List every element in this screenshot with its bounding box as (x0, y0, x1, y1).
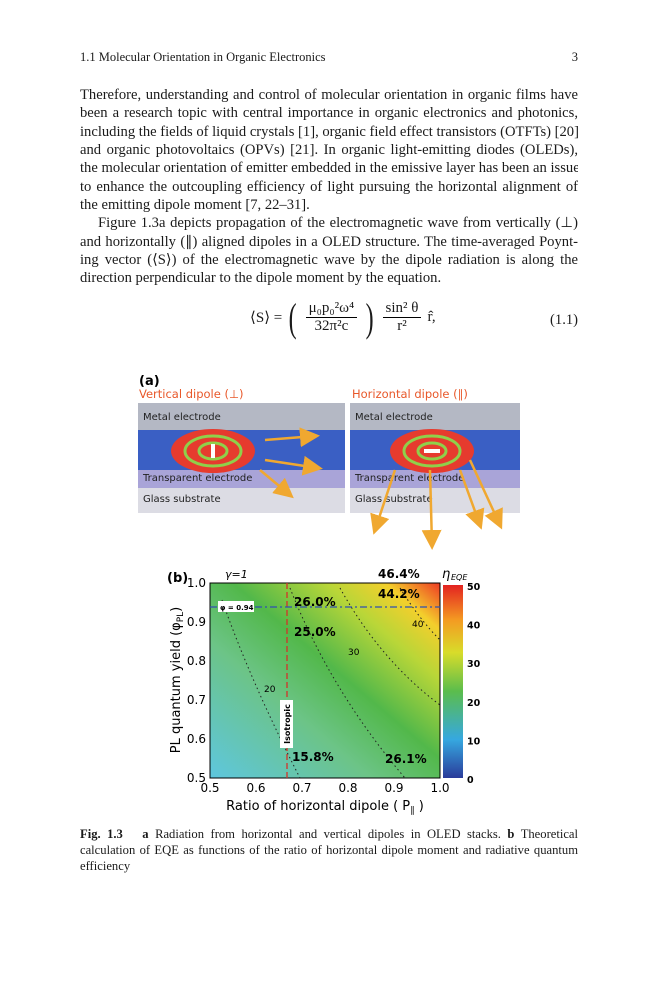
text-line: Figure 1.3a depicts propagation of the e… (98, 215, 578, 232)
ray (259, 469, 294, 499)
eq-den: r² (397, 318, 407, 334)
text-line: Therefore, understanding and control of … (80, 87, 578, 103)
panel-title: Vertical dipole (⊥) (139, 387, 243, 401)
field-ring (402, 434, 462, 468)
panel-title: Horizontal dipole (∥) (352, 387, 468, 401)
metal-layer (138, 403, 345, 430)
x-tick-label: 0.9 (384, 781, 403, 795)
body-text: Therefore, understanding and control of … (80, 86, 578, 288)
colorbar-tick-label: 20 (467, 698, 481, 709)
equation-number: (1.1) (550, 312, 578, 328)
contour-label: 40 (412, 620, 424, 630)
colorbar-tick-label: 30 (467, 659, 481, 670)
y-tick-label: 0.8 (187, 654, 206, 668)
annotation: 26.1% (385, 752, 427, 766)
layer-label: Metal electrode (143, 412, 221, 423)
dipole (424, 449, 440, 453)
x-tick-label: 1.0 (430, 781, 449, 795)
panel-b: (b) γ=1 1.0 0.9 0.8 0.7 0.6 0.50.5 0.6 0.7 0.8 0.9 1… (167, 567, 481, 816)
annotation: 15.8% (292, 750, 334, 764)
eq-den: 32π²c (314, 318, 349, 334)
layer-label: Glass substrate (355, 494, 433, 505)
annotation: 26.0% (294, 595, 336, 609)
colorbar-tick-label: 10 (467, 736, 481, 747)
label-part: ) (169, 607, 184, 612)
x-tick-label: 0.7 (292, 781, 311, 795)
panel-a: (a) Vertical dipole (⊥) Horizontal dipol… (138, 374, 520, 550)
phi-marker: φ = 0.94 (220, 604, 254, 612)
layer-label: Glass substrate (143, 494, 221, 505)
glass-layer (138, 488, 345, 513)
ray (264, 455, 323, 476)
eq-num: μ₀p₀²ω⁴ (305, 300, 358, 318)
text-line: been a research topic with central impor… (80, 105, 578, 122)
caption-key: b (507, 827, 515, 841)
label-part: Ratio of horizontal dipole ( P (226, 799, 410, 814)
colorbar-tick-label: 50 (467, 582, 481, 593)
annotation: 25.0% (294, 625, 336, 639)
y-tick-label: 0.5 (187, 771, 206, 785)
isotropic-label: Isotropic (283, 704, 292, 744)
ray (264, 427, 320, 448)
caption-label: Fig. 1.3 (80, 827, 123, 841)
colorbar-tick-label: 0 (467, 775, 474, 786)
colorbar-tick-label: 40 (467, 621, 481, 632)
layer-label: Transparent electrode (354, 473, 464, 484)
label-part: ∥ (410, 806, 415, 816)
running-head: 1.1 Molecular Orientation in Organic Ele… (80, 50, 326, 64)
dipole (211, 444, 215, 458)
page-number: 3 (571, 50, 578, 64)
metal-layer (350, 403, 520, 430)
caption: Fig. 1.3 a Radiation from horizontal and… (80, 826, 578, 874)
marker-box (280, 700, 293, 748)
panel-label: (a) (139, 374, 160, 389)
caption-text: Radiation from horizontal and vertical d… (155, 827, 501, 841)
label-part: PL quantum yield (φ (169, 622, 184, 753)
y-tick-label: 1.0 (187, 576, 206, 590)
eq-num: sin² θ (382, 300, 422, 318)
text-line: and organic photovoltaics (OPVs) [21]. I… (80, 142, 578, 159)
marker-box (218, 601, 254, 612)
text-line: the emitting dipole moment [7, 22–31]. (80, 197, 310, 214)
layer-label: Transparent electrode (142, 473, 252, 484)
text-line: and horizontally (∥) aligned dipoles in … (80, 233, 578, 250)
text-line: including the fields of liquid crystals … (80, 123, 578, 140)
eq-unit: r̂, (427, 309, 436, 325)
ray (458, 469, 485, 530)
annotation: 46.4% (378, 567, 420, 581)
y-tick-label: 0.9 (187, 615, 206, 629)
text-line: ing vector (⟨S⟩) of the electromagnetic … (80, 252, 578, 269)
text-line: the molecular orientation of emitter emb… (80, 160, 578, 177)
colorbar-title: η (442, 567, 450, 582)
y-axis-label: PL quantum yield (φPL) (169, 607, 186, 754)
ray (421, 469, 442, 550)
layer-label: Metal electrode (355, 412, 433, 423)
label-part: PL (176, 612, 186, 622)
caption-text: Theoretical calculation of EQE as functi… (80, 827, 579, 873)
caption-key: a (142, 827, 149, 841)
colorbar-subtitle: EQE (451, 573, 468, 582)
eq-lhs: ⟨S⟩ = (250, 310, 283, 326)
x-tick-label: 0.5 (200, 781, 219, 795)
ray (468, 459, 503, 530)
panel-label: (b) (167, 571, 188, 586)
x-tick-label: 0.6 (246, 781, 265, 795)
gamma: γ=1 (225, 568, 248, 581)
y-tick-label: 0.7 (187, 693, 206, 707)
label-part: ) (415, 799, 424, 814)
text-line: to enhance the outcoupling efficiency of… (80, 178, 578, 195)
field-ring (183, 434, 243, 468)
contour-label: 20 (264, 685, 276, 695)
text-line: direction perpendicular to the dipole mo… (80, 270, 442, 287)
x-axis-label: Ratio of horizontal dipole ( P∥ ) (226, 799, 424, 816)
ray (370, 469, 397, 535)
x-tick-label: 0.8 (338, 781, 357, 795)
equation: ⟨S⟩ = ( μ₀p₀²ω⁴ 32π²c ) sin² θ r² r̂, (250, 295, 436, 340)
contour-label: 30 (348, 648, 360, 658)
y-tick-label: 0.6 (187, 732, 206, 746)
annotation: 44.2% (378, 587, 420, 601)
